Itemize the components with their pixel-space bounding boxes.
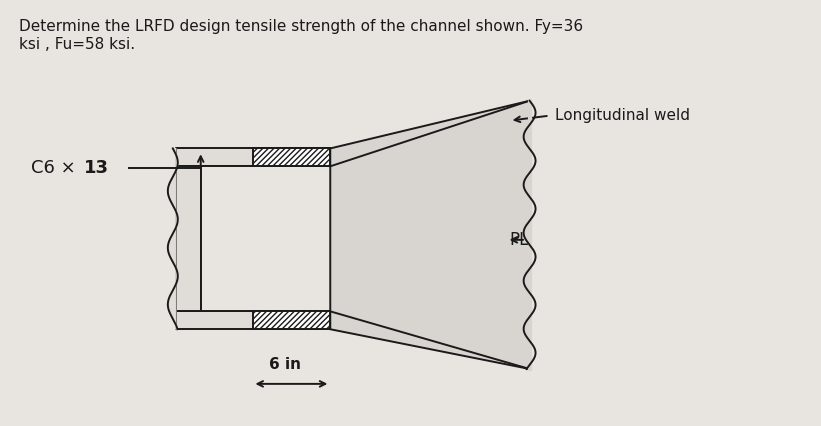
Bar — [200, 166, 330, 311]
Polygon shape — [330, 101, 530, 369]
Bar — [176, 166, 200, 311]
Bar — [176, 311, 330, 329]
Text: Determine the LRFD design tensile strength of the channel shown. Fy=36
ksi , Fu=: Determine the LRFD design tensile streng… — [20, 19, 584, 52]
Text: C6 ×: C6 × — [31, 159, 88, 177]
Polygon shape — [167, 148, 178, 329]
Text: Longitudinal weld: Longitudinal weld — [554, 108, 690, 123]
Text: 6 in: 6 in — [269, 357, 301, 372]
Bar — [253, 311, 330, 329]
Bar — [253, 148, 330, 166]
Bar — [176, 148, 330, 166]
Text: PL: PL — [510, 231, 529, 249]
Text: 13: 13 — [84, 159, 109, 177]
